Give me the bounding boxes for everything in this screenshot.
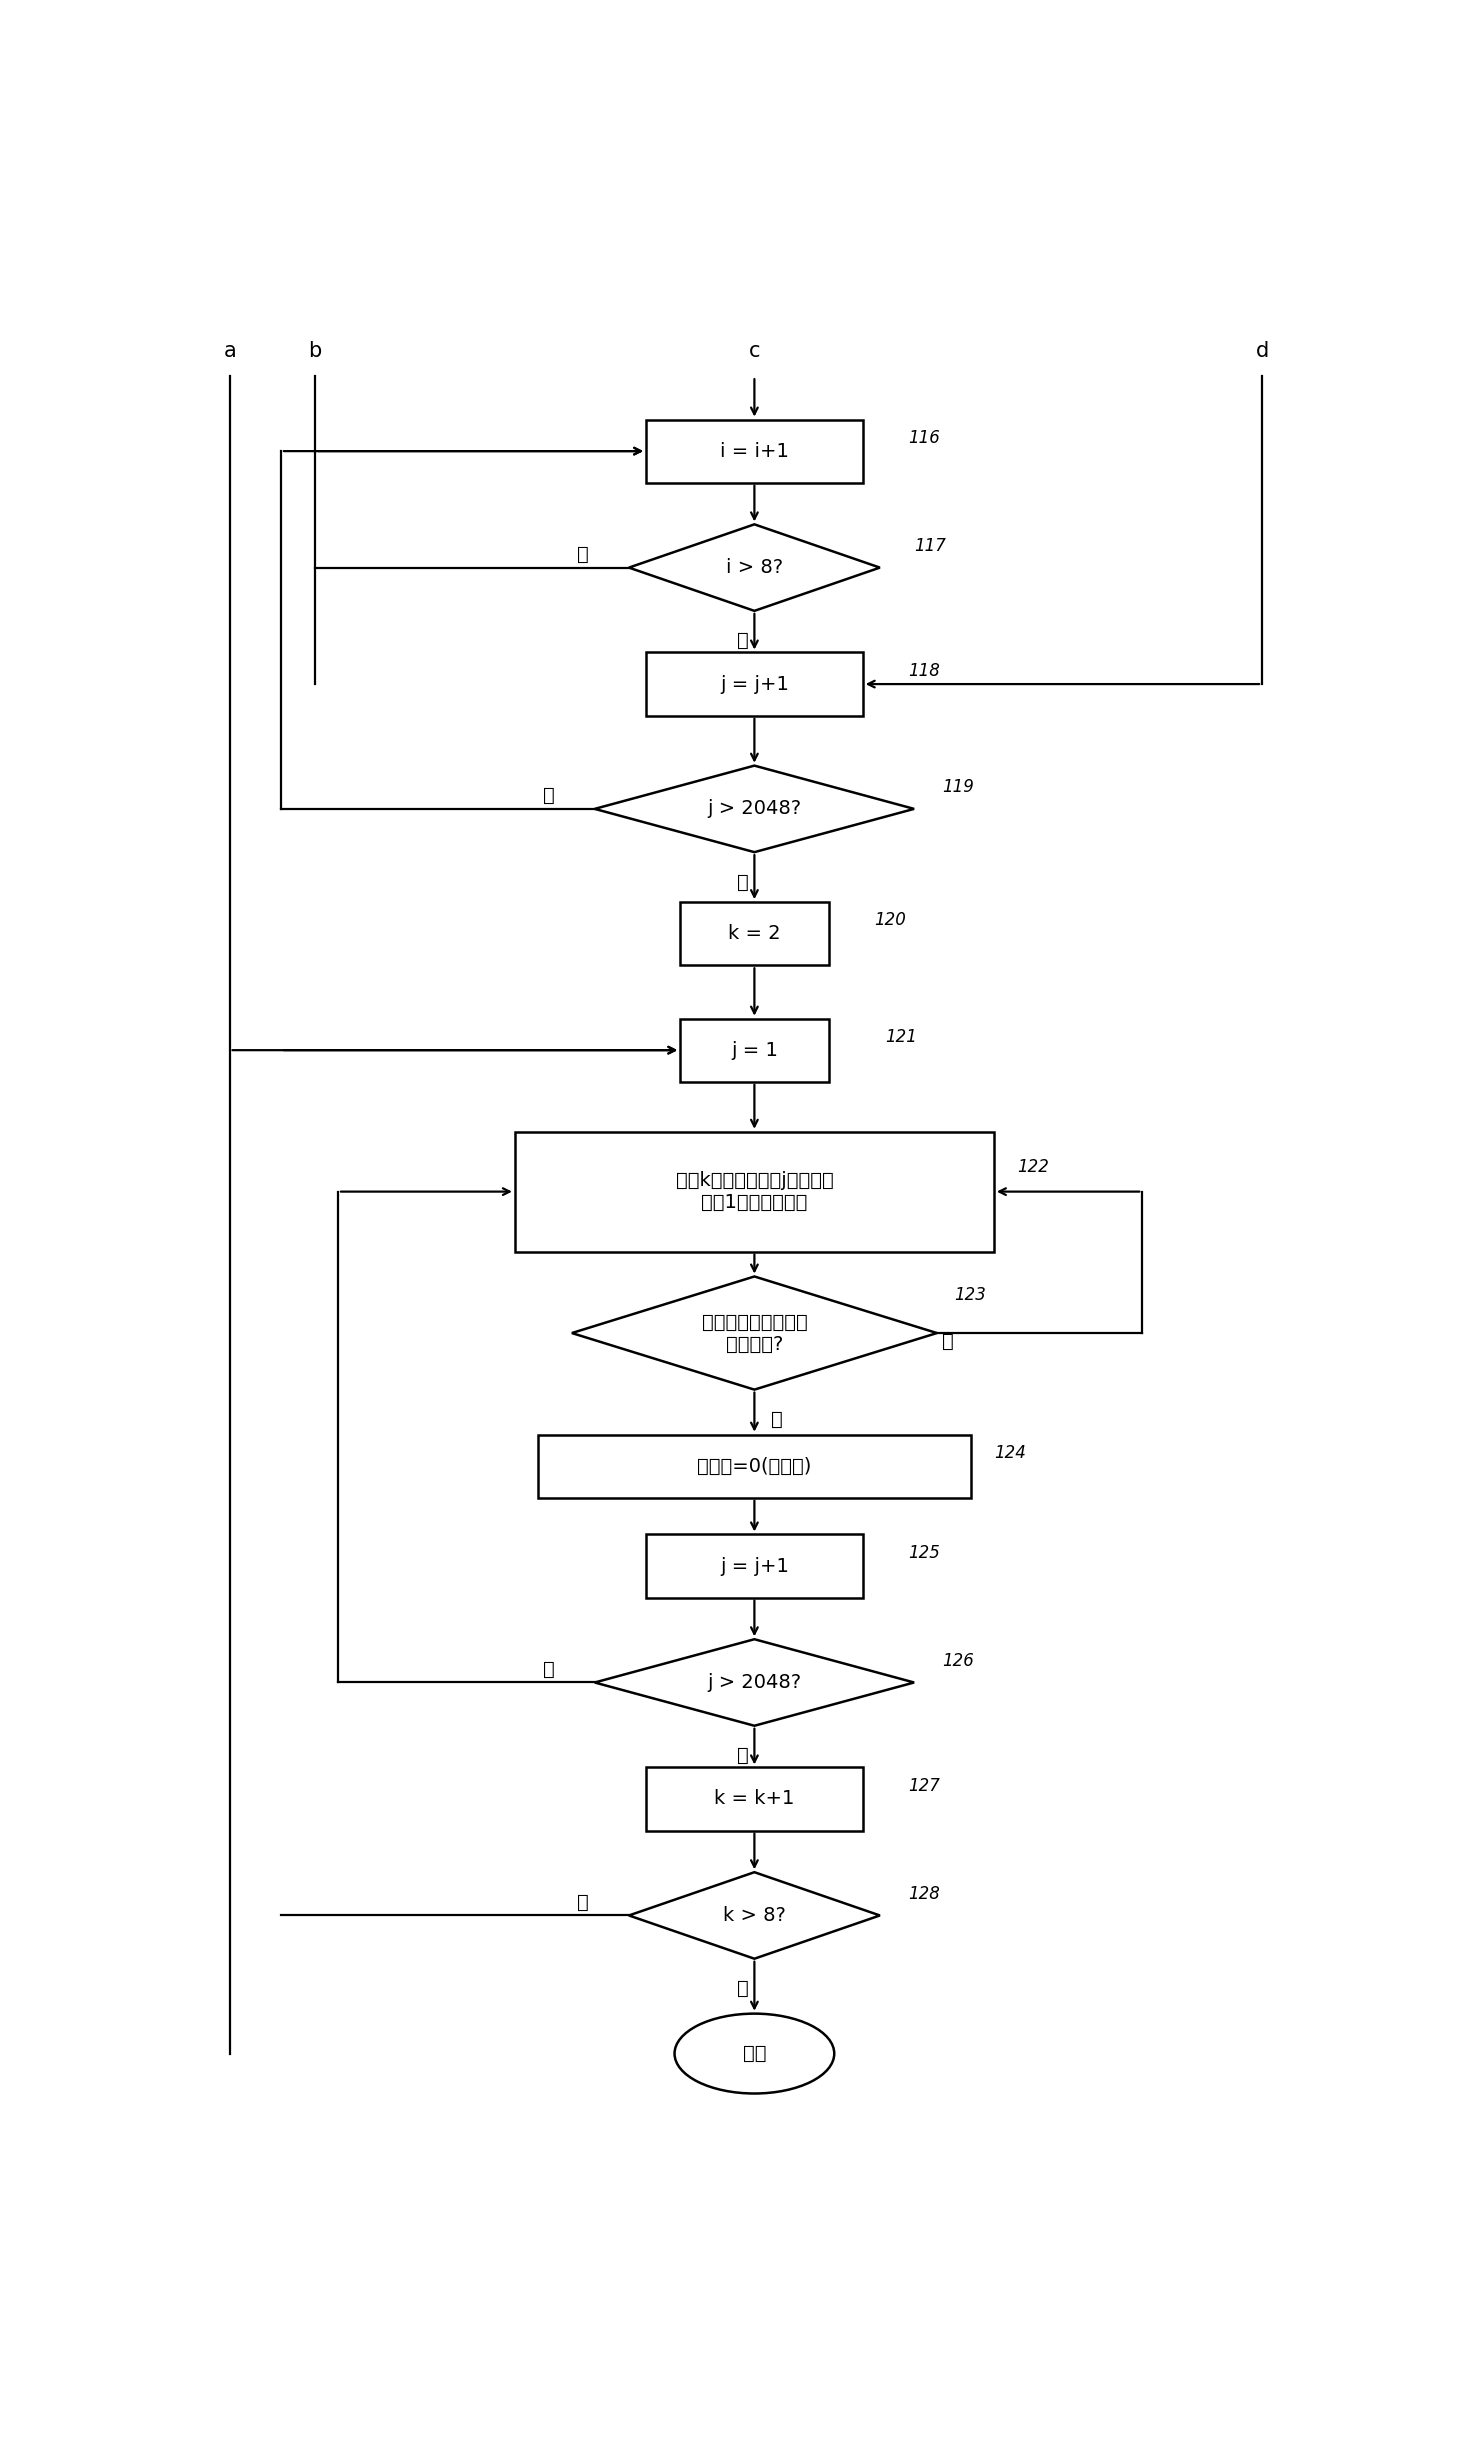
Text: 是: 是	[737, 632, 749, 650]
Text: 否: 否	[577, 545, 589, 564]
Text: 从始端页判断是否已
擦除的块?: 从始端页判断是否已 擦除的块?	[702, 1311, 807, 1353]
Polygon shape	[629, 1873, 880, 1958]
Polygon shape	[571, 1277, 936, 1389]
FancyBboxPatch shape	[680, 1018, 829, 1082]
FancyBboxPatch shape	[646, 1768, 863, 1832]
Text: 119: 119	[942, 779, 974, 796]
Text: 128: 128	[908, 1885, 941, 1902]
Text: 结束: 结束	[743, 2044, 765, 2063]
Text: k = k+1: k = k+1	[714, 1790, 795, 1810]
Text: 121: 121	[886, 1028, 917, 1045]
Text: 118: 118	[908, 662, 941, 679]
Text: 否: 否	[577, 1893, 589, 1912]
Text: 123: 123	[954, 1287, 986, 1304]
Text: 122: 122	[1017, 1158, 1048, 1175]
Text: 是: 是	[737, 1978, 749, 1998]
Text: a: a	[224, 342, 236, 361]
FancyBboxPatch shape	[646, 652, 863, 716]
FancyBboxPatch shape	[680, 901, 829, 965]
Text: c: c	[749, 342, 760, 361]
Polygon shape	[629, 525, 880, 610]
Text: j > 2048?: j > 2048?	[708, 799, 801, 818]
Text: 是: 是	[737, 1746, 749, 1766]
Text: j = 1: j = 1	[732, 1040, 777, 1060]
Text: 否: 否	[543, 1661, 555, 1678]
Text: i > 8?: i > 8?	[726, 559, 783, 576]
Text: 124: 124	[994, 1443, 1026, 1463]
Text: 120: 120	[874, 911, 907, 930]
FancyBboxPatch shape	[537, 1433, 972, 1497]
Text: 127: 127	[908, 1778, 941, 1795]
Ellipse shape	[674, 2015, 835, 2093]
Text: j = j+1: j = j+1	[720, 1556, 789, 1575]
Text: 否: 否	[543, 786, 555, 806]
Text: 是: 是	[737, 872, 749, 891]
Text: 登录表=0(已写入): 登录表=0(已写入)	[698, 1458, 811, 1475]
Polygon shape	[595, 767, 914, 852]
Polygon shape	[595, 1639, 914, 1726]
Text: j = j+1: j = j+1	[720, 674, 789, 694]
Text: 是: 是	[942, 1331, 954, 1350]
FancyBboxPatch shape	[515, 1131, 994, 1250]
Text: 读第k物理块群中第j个物理块
的第1个部分逻辑块: 读第k物理块群中第j个物理块 的第1个部分逻辑块	[676, 1172, 833, 1211]
Text: i = i+1: i = i+1	[720, 442, 789, 462]
Text: 117: 117	[914, 537, 946, 554]
Text: k > 8?: k > 8?	[723, 1905, 786, 1924]
Text: b: b	[309, 342, 322, 361]
Text: 116: 116	[908, 430, 941, 447]
Text: 否: 否	[771, 1409, 783, 1429]
Text: j > 2048?: j > 2048?	[708, 1673, 801, 1692]
Text: 126: 126	[942, 1651, 974, 1670]
Text: 125: 125	[908, 1543, 941, 1563]
FancyBboxPatch shape	[646, 420, 863, 484]
Text: d: d	[1256, 342, 1269, 361]
FancyBboxPatch shape	[646, 1534, 863, 1597]
Text: k = 2: k = 2	[729, 923, 780, 943]
